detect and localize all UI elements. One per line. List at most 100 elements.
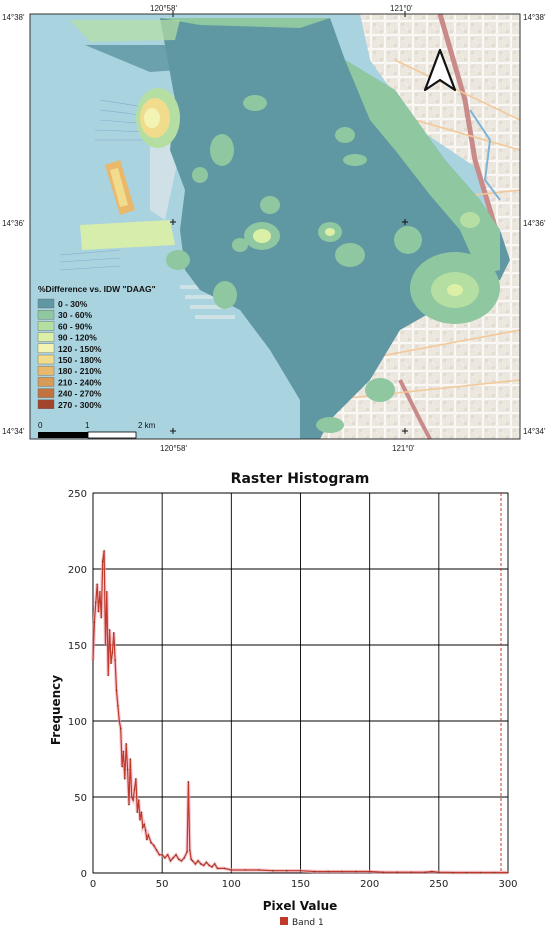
series-point xyxy=(135,778,137,780)
port-area-north xyxy=(85,45,178,72)
lat-left-bottom: 14°34' xyxy=(2,427,25,436)
series-point xyxy=(258,869,260,871)
legend-swatch-0 xyxy=(37,298,55,309)
north-arrow-icon xyxy=(423,48,457,92)
series-point xyxy=(97,610,100,613)
series-point xyxy=(142,826,144,829)
series-point xyxy=(117,705,119,707)
series-point xyxy=(194,863,197,865)
series-point xyxy=(186,850,188,853)
chart-series xyxy=(91,493,509,875)
legend-label-4: 120 - 150% xyxy=(58,344,102,354)
x-tick-label-2: 100 xyxy=(222,879,241,890)
series-point xyxy=(169,860,172,862)
series-point xyxy=(187,781,190,783)
legend-swatch-7 xyxy=(37,377,55,387)
legend-swatch-3 xyxy=(37,332,55,342)
series-point xyxy=(103,550,105,552)
series-point xyxy=(124,778,126,780)
series-point xyxy=(111,651,114,654)
y-tick-label-3: 150 xyxy=(68,641,87,652)
lat-left-mid: 14°36' xyxy=(2,219,25,228)
series-point xyxy=(200,863,202,865)
legend-swatch-2 xyxy=(37,321,55,331)
series-point xyxy=(465,871,468,874)
series-point xyxy=(107,674,109,677)
map-frame xyxy=(29,13,521,440)
series-point xyxy=(118,720,121,722)
series-point xyxy=(431,870,433,873)
series-point xyxy=(133,788,136,791)
series-point xyxy=(96,583,98,585)
series-point xyxy=(99,591,101,593)
legend-label-7: 210 - 240% xyxy=(58,377,102,387)
series-point xyxy=(110,662,112,664)
series-point xyxy=(382,871,385,873)
series-point xyxy=(121,765,123,768)
y-tick-label-1: 50 xyxy=(74,793,87,804)
interp-zones xyxy=(70,18,500,433)
series-point xyxy=(341,870,343,873)
legend-label-9: 270 - 300% xyxy=(58,400,102,410)
land-city xyxy=(300,14,520,439)
series-point xyxy=(93,621,96,623)
lat-left-top: 14°38' xyxy=(2,13,25,22)
series-point xyxy=(191,860,194,862)
series-point xyxy=(119,727,122,730)
series-point xyxy=(136,811,139,813)
series-point xyxy=(139,819,141,821)
lat-right-top: 14°38' xyxy=(523,13,546,22)
legend-swatch-5 xyxy=(37,354,55,365)
legend-swatch-9 xyxy=(37,399,55,409)
series-point xyxy=(230,869,233,871)
series-point xyxy=(183,857,186,859)
series-point xyxy=(104,644,107,646)
map-legend: %Difference vs. IDW "DAAG" 0 - 30%30 - 6… xyxy=(37,284,156,410)
series-point xyxy=(211,866,213,868)
scale-label-0: 0 xyxy=(38,421,43,430)
legend-label-6: 180 - 210% xyxy=(58,366,102,376)
series-point xyxy=(137,799,140,801)
scale-label-2: 2 km xyxy=(138,421,156,430)
map-panel: %Difference vs. IDW "DAAG" 0 - 30% 30 - 6… xyxy=(0,0,550,455)
series-point xyxy=(108,629,111,631)
river xyxy=(469,109,501,201)
series-point xyxy=(202,864,205,867)
series-point xyxy=(285,869,288,872)
lon-bottom-left: 120°58' xyxy=(160,444,187,453)
series-point xyxy=(158,854,161,856)
scale-label-1: 1 xyxy=(85,421,90,430)
series-point xyxy=(150,841,152,844)
series-point xyxy=(368,870,371,873)
series-point xyxy=(216,867,219,870)
x-tick-label-4: 200 xyxy=(360,879,379,890)
series-point xyxy=(164,857,166,859)
x-tick-label-1: 50 xyxy=(156,879,169,890)
series-point xyxy=(132,799,134,801)
legend-label-3: 90 - 120% xyxy=(58,333,97,343)
legend-swatch-8 xyxy=(37,388,55,398)
series-point xyxy=(161,854,163,856)
chart-title: Raster Histogram xyxy=(231,471,370,487)
series-point xyxy=(143,823,145,826)
lon-top-left: 120°58' xyxy=(150,4,177,13)
series-point xyxy=(95,601,97,604)
series-point xyxy=(479,871,482,874)
chart-legend: Band 1 xyxy=(280,917,324,928)
series-point xyxy=(424,871,426,873)
scale-bar: 0 1 2 km xyxy=(38,421,156,439)
x-tick-label-0: 0 xyxy=(90,879,96,890)
series-point xyxy=(189,849,191,851)
series-point xyxy=(125,743,127,745)
series-point xyxy=(144,829,147,832)
legend-swatch-6 xyxy=(37,366,55,376)
series-point xyxy=(410,871,413,873)
series-point xyxy=(166,854,169,856)
series-point xyxy=(299,869,302,872)
legend-label-5: 150 - 180% xyxy=(58,355,102,365)
series-point xyxy=(128,803,130,806)
ship-lines xyxy=(59,99,151,271)
series-point xyxy=(451,871,454,874)
histogram-chart: Raster Histogram 0 50 100 150 200 250 300 0 50 10… xyxy=(49,471,518,928)
legend-title: %Difference vs. IDW "DAAG" xyxy=(38,284,156,294)
